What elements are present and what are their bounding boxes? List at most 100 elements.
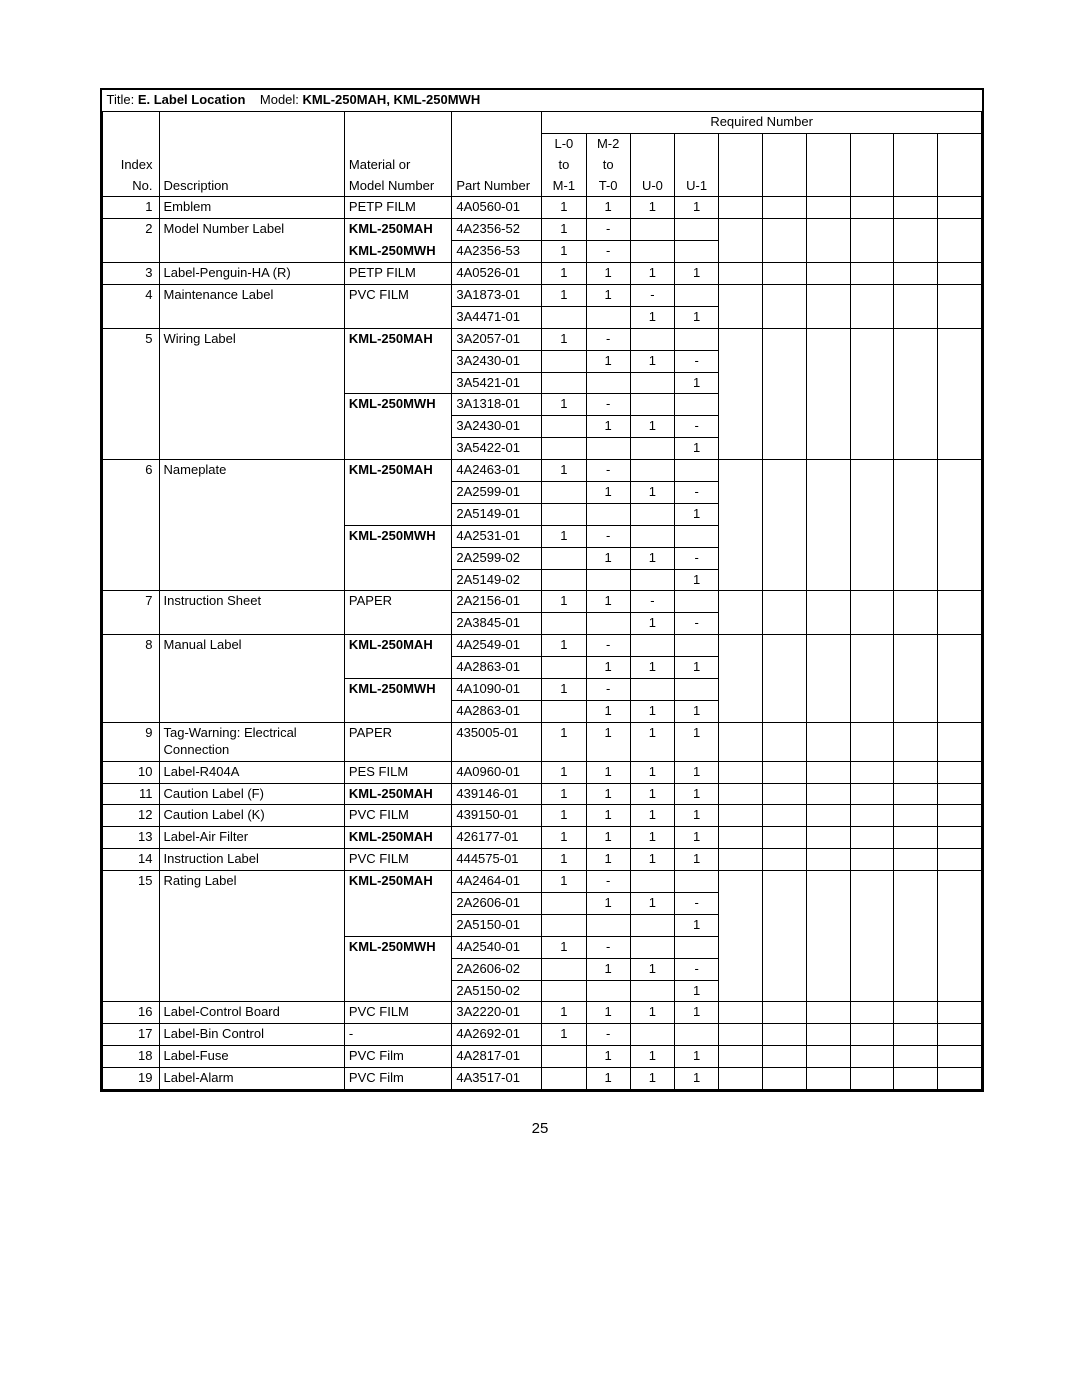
cell-qty: 1 — [630, 1002, 674, 1024]
cell-empty — [719, 679, 763, 701]
cell-empty — [763, 761, 807, 783]
cell-empty — [938, 1024, 982, 1046]
cell-empty — [938, 914, 982, 936]
cell-material: KML-250MAH — [344, 328, 451, 350]
cell-empty — [719, 783, 763, 805]
cell-qty — [542, 416, 586, 438]
cell-description — [159, 892, 344, 914]
cell-empty — [719, 547, 763, 569]
cell-empty — [938, 936, 982, 958]
table-row: 18Label-FusePVC Film4A2817-01111 — [103, 1046, 982, 1068]
cell-empty — [763, 569, 807, 591]
cell-empty — [806, 482, 850, 504]
cell-empty — [938, 241, 982, 263]
cell-qty: - — [586, 1024, 630, 1046]
cell-index: 13 — [103, 827, 160, 849]
table-row: 9Tag-Warning: Electrical ConnectionPAPER… — [103, 722, 982, 761]
title-name: E. Label Location — [138, 92, 246, 107]
cell-qty: 1 — [542, 635, 586, 657]
cell-empty — [719, 460, 763, 482]
cell-qty — [542, 958, 586, 980]
cell-material — [344, 700, 451, 722]
cell-material — [344, 350, 451, 372]
cell-qty: 1 — [675, 980, 719, 1002]
table-row: 3Label-Penguin-HA (R)PETP FILM4A0526-011… — [103, 263, 982, 285]
cell-qty: 1 — [542, 722, 586, 761]
hdr-mat2: Model Number — [344, 176, 451, 197]
cell-index: 7 — [103, 591, 160, 613]
cell-description: Caution Label (K) — [159, 805, 344, 827]
cell-empty — [894, 438, 938, 460]
cell-empty — [806, 219, 850, 241]
cell-empty — [806, 958, 850, 980]
cell-material: KML-250MWH — [344, 679, 451, 701]
cell-part-number: 3A2057-01 — [452, 328, 542, 350]
cell-qty: - — [675, 350, 719, 372]
cell-empty — [938, 679, 982, 701]
cell-empty — [763, 679, 807, 701]
cell-empty — [719, 1068, 763, 1090]
cell-description: Wiring Label — [159, 328, 344, 350]
cell-index: 12 — [103, 805, 160, 827]
cell-empty — [938, 980, 982, 1002]
cell-part-number: 439150-01 — [452, 805, 542, 827]
cell-qty: - — [630, 591, 674, 613]
hdr-col1c: M-1 — [542, 176, 586, 197]
cell-qty — [586, 306, 630, 328]
cell-qty — [675, 219, 719, 241]
cell-part-number: 2A5150-01 — [452, 914, 542, 936]
cell-description: Label-Fuse — [159, 1046, 344, 1068]
cell-empty — [938, 219, 982, 241]
title-row: Title: E. Label Location Model: KML-250M… — [103, 90, 982, 111]
cell-empty — [850, 892, 894, 914]
cell-empty — [806, 613, 850, 635]
cell-qty — [675, 871, 719, 893]
cell-empty — [894, 416, 938, 438]
cell-empty — [938, 547, 982, 569]
cell-empty — [719, 350, 763, 372]
cell-part-number: 2A2599-01 — [452, 482, 542, 504]
cell-empty — [806, 197, 850, 219]
cell-empty — [894, 958, 938, 980]
cell-empty — [763, 700, 807, 722]
cell-index — [103, 679, 160, 701]
cell-material — [344, 547, 451, 569]
cell-description — [159, 482, 344, 504]
cell-description — [159, 547, 344, 569]
cell-empty — [938, 328, 982, 350]
cell-index — [103, 394, 160, 416]
cell-part-number: 4A2464-01 — [452, 871, 542, 893]
cell-qty: 1 — [586, 783, 630, 805]
cell-empty — [763, 525, 807, 547]
cell-empty — [763, 914, 807, 936]
cell-description: Label-Air Filter — [159, 827, 344, 849]
cell-empty — [763, 980, 807, 1002]
cell-part-number: 2A2599-02 — [452, 547, 542, 569]
table-row: 2A5149-021 — [103, 569, 982, 591]
cell-empty — [850, 285, 894, 307]
cell-qty: 1 — [675, 914, 719, 936]
cell-qty — [542, 1068, 586, 1090]
cell-material — [344, 892, 451, 914]
cell-qty: 1 — [542, 460, 586, 482]
header-part-blank — [452, 111, 542, 133]
cell-material: KML-250MWH — [344, 525, 451, 547]
cell-qty — [630, 936, 674, 958]
cell-material: KML-250MAH — [344, 635, 451, 657]
hdr-index1: Index — [103, 155, 160, 176]
cell-qty: - — [675, 958, 719, 980]
header-row-1: Required Number — [103, 111, 982, 133]
cell-index — [103, 613, 160, 635]
cell-empty — [938, 569, 982, 591]
cell-qty — [675, 460, 719, 482]
cell-empty — [719, 482, 763, 504]
cell-empty — [894, 722, 938, 761]
cell-qty: 1 — [630, 263, 674, 285]
cell-empty — [938, 657, 982, 679]
cell-empty — [763, 613, 807, 635]
header-row-4: No. Description Model Number Part Number… — [103, 176, 982, 197]
cell-description — [159, 700, 344, 722]
cell-empty — [850, 372, 894, 394]
page-number: 25 — [100, 1120, 980, 1137]
cell-empty — [763, 936, 807, 958]
